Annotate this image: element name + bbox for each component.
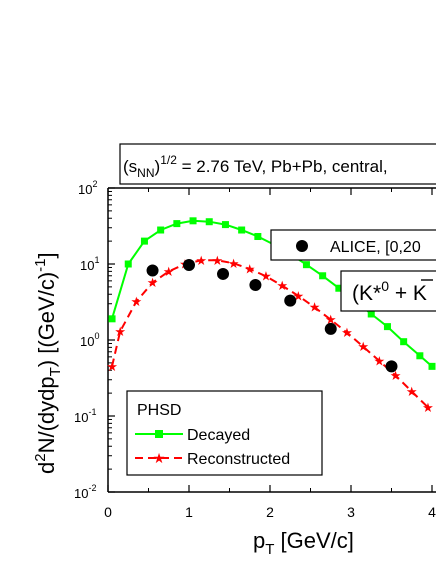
x-tick-label: 0 [104,504,112,520]
plot-area [107,187,436,493]
decayed-data-point [221,221,229,229]
reconstructed-data-point: ★ [163,264,175,279]
reconstructed-data-point: ★ [212,253,224,268]
reconstructed-data-point: ★ [390,368,402,383]
y-tick-label: 10-1 [74,407,96,425]
header-box: (sNN)1/2 = 2.76 TeV, Pb+Pb, central, [119,143,436,185]
decayed-legend-marker [155,430,163,438]
alice-legend: ALICE, [0,20 [270,229,436,261]
decayed-data-point [173,220,181,228]
alice-data-point [249,278,262,291]
decayed-data-point [416,352,424,360]
x-tick-label: 1 [185,504,193,520]
reconstructed-data-point: ★ [341,325,353,340]
decayed-data-point [205,218,213,226]
decayed-data-point [428,362,436,370]
y-tick-labels: 102 101 100 10-1 10-2 [74,179,99,501]
reconstructed-data-point: ★ [293,288,305,303]
alice-data-point [217,267,230,280]
alice-data-point [385,360,398,373]
decayed-data-point [108,315,116,323]
reconstructed-data-point: ★ [228,256,240,271]
decayed-data-point [302,261,310,269]
reconstructed-data-point: ★ [260,269,272,284]
decayed-legend-label: Decayed [187,427,250,444]
decayed-data-point [189,217,197,225]
particle-label: (K*0 + K [352,278,427,305]
alice-data-point [146,264,159,277]
y-axis-title: d2N/(dydpT) [(GeV/c)-1] [32,252,64,474]
decayed-data-point [400,338,408,346]
alice-data-point [284,294,297,307]
alice-data-point [324,322,337,335]
decayed-data-point [254,233,262,241]
axis-ticks [107,187,433,493]
y-tick-label: 10-2 [74,483,96,501]
particle-box: (K*0 + K [340,270,436,312]
reconstructed-data-point: ★ [114,324,126,339]
reconstructed-data-point: ★ [406,384,418,399]
decayed-data-point [238,226,246,234]
x-tick-label: 4 [428,504,436,520]
reconstructed-legend-label: Reconstructed [187,451,290,468]
x-tick-label: 3 [347,504,355,520]
decayed-data-point [157,226,165,234]
reconstructed-data-point: ★ [106,359,118,374]
reconstructed-data-point: ★ [195,253,207,268]
decayed-data-point [124,260,132,268]
reconstructed-legend-marker: ★ [153,452,166,467]
phsd-legend-title: PHSD [137,402,181,419]
y-tick-label: 100 [80,331,99,349]
decayed-data-point [140,237,148,245]
reconstructed-data-point: ★ [357,339,369,354]
x-tick-labels: 0 1 2 3 4 [104,504,436,520]
reconstructed-data-point: ★ [309,300,321,315]
alice-legend-label: ALICE, [0,20 [330,239,421,256]
reconstructed-data-point: ★ [374,353,386,368]
reconstructed-data-point: ★ [131,294,143,309]
decayed-data-point [383,323,391,331]
energy-label: (sNN)1/2 = 2.76 TeV, Pb+Pb, central, [123,153,388,180]
reconstructed-curve [111,259,429,409]
decayed-data-point [367,310,375,318]
decayed-data-point [335,284,343,292]
reconstructed-data-point: ★ [147,275,159,290]
reconstructed-data-point: ★ [244,261,256,276]
reconstructed-data-point: ★ [422,400,434,415]
x-axis-title: pT [GeV/c] [253,528,354,558]
reconstructed-data-point: ★ [276,278,288,293]
phsd-legend: PHSD Decayed ★ Reconstructed [126,390,323,476]
y-tick-label: 101 [80,255,99,273]
alice-marker [296,240,308,252]
alice-data-point [183,259,195,272]
reconstructed-data-point: ★ [325,312,337,327]
decayed-data-point [319,272,327,280]
y-tick-label: 102 [78,179,97,197]
x-tick-label: 2 [266,504,274,520]
